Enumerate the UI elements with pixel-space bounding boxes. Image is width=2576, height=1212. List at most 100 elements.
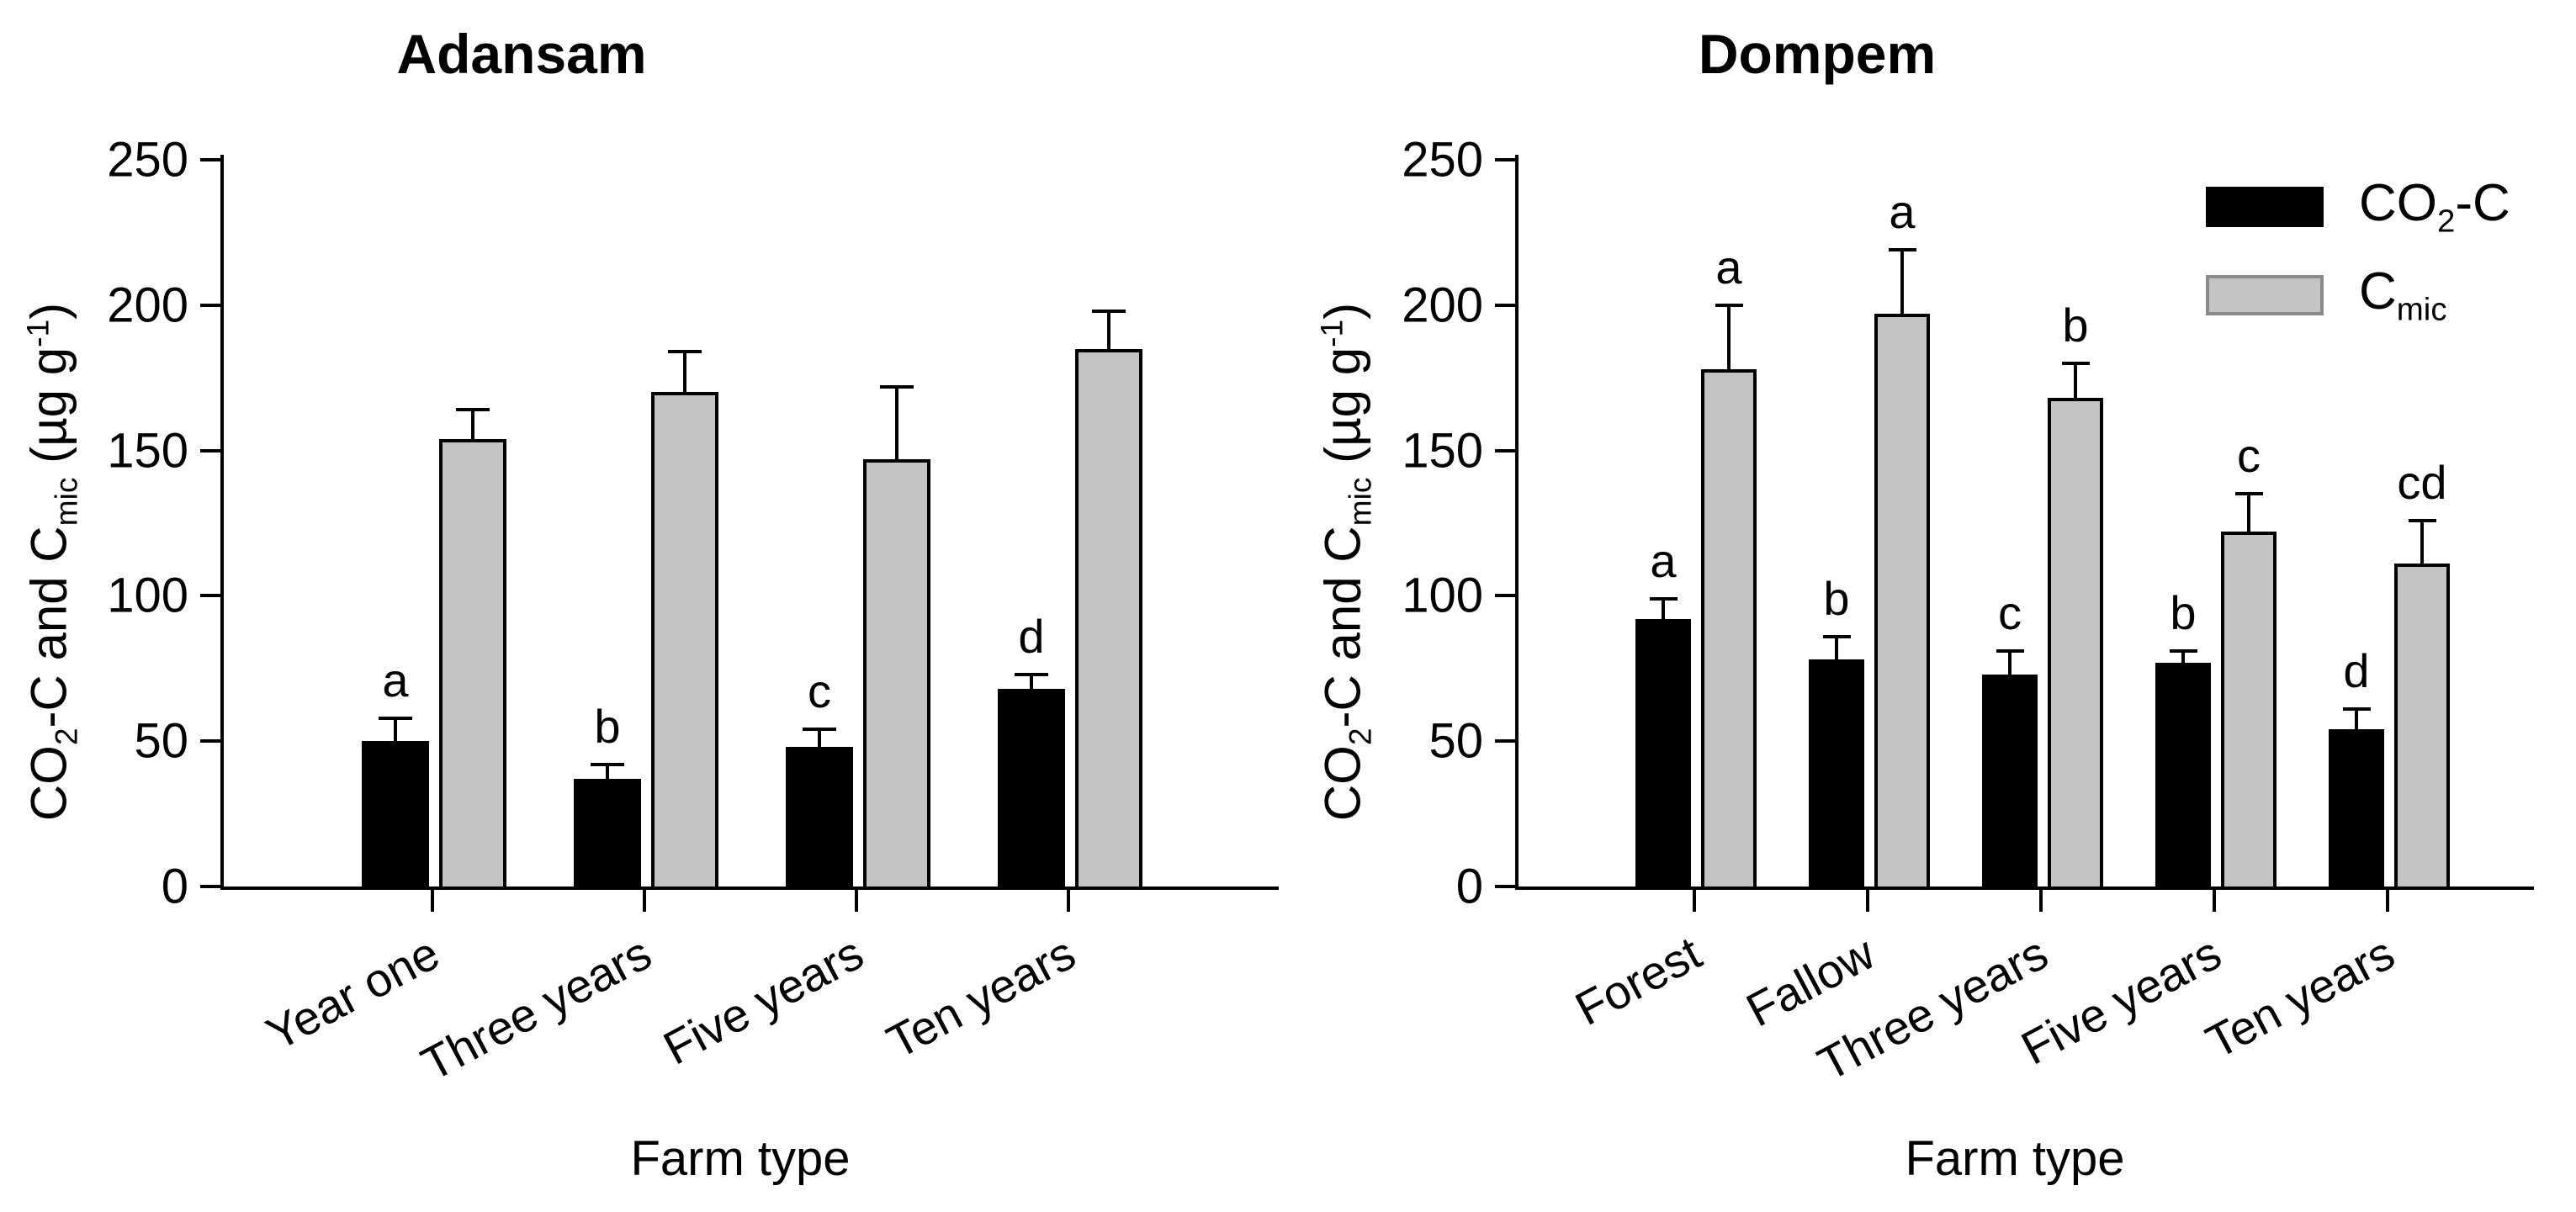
significance-letter: b (1823, 571, 1850, 625)
x-tick (431, 890, 434, 912)
x-tick (1866, 890, 1869, 912)
cmic-bar (1874, 314, 1930, 890)
error-bar-cap (379, 716, 412, 720)
error-bar-line (2355, 709, 2358, 730)
legend-item-co2c: CO2-C (2206, 173, 2510, 240)
y-tick (1495, 448, 1519, 453)
error-bar-line (1107, 310, 1110, 349)
error-bar-line (2181, 651, 2185, 663)
x-axis-label-right: Farm type (1905, 1131, 2125, 1186)
legend-sub: 2 (2437, 203, 2456, 240)
x-axis-line (220, 887, 1279, 890)
error-bar-line (1727, 304, 1731, 369)
y-tick-label: 50 (134, 713, 188, 769)
co2c-bar (786, 747, 853, 890)
y-tick (200, 594, 224, 598)
significance-letter: c (1998, 586, 2022, 640)
y-tick-label: 200 (107, 278, 188, 333)
co2c-bar (2329, 729, 2384, 890)
legend-label-cmic: Cmic (2359, 262, 2447, 328)
panel-title-dompem: Dompem (1698, 23, 1937, 85)
cmic-bar (2048, 398, 2103, 890)
co2c-bar (574, 779, 641, 890)
cmic-bar (1701, 368, 1757, 890)
error-bar-cap (2342, 707, 2371, 712)
co2c-bar (998, 688, 1065, 890)
x-tick (2386, 890, 2389, 912)
y-tick-label: 150 (1402, 423, 1483, 479)
y-tick-label: 50 (1428, 713, 1483, 769)
ylabel-text: -C and C (20, 526, 77, 728)
error-bar-line (683, 352, 686, 393)
error-bar-line (1900, 250, 1904, 315)
co2c-bar (362, 741, 429, 890)
error-bar-line (2074, 363, 2077, 399)
significance-letter: c (808, 664, 831, 718)
error-bar-line (1030, 674, 1033, 689)
legend-text: C (2359, 262, 2397, 321)
significance-letter: d (2343, 644, 2370, 698)
x-tick (1693, 890, 1696, 912)
significance-letter: cd (2397, 455, 2447, 509)
ylabel-sub2: 2 (1342, 728, 1378, 746)
y-tick-label: 0 (161, 859, 188, 914)
error-bar-line (895, 386, 898, 459)
cmic-bar (1075, 348, 1142, 890)
error-bar-line (606, 764, 609, 780)
x-tick (643, 890, 646, 912)
significance-letter: a (382, 653, 409, 707)
y-tick-label: 0 (1455, 859, 1483, 914)
y-tick (1495, 739, 1519, 744)
error-bar-cap (880, 384, 914, 389)
y-tick-label: 100 (107, 568, 188, 623)
error-bar-line (2008, 651, 2012, 675)
error-bar-cap (591, 762, 624, 766)
y-tick-label: 250 (1402, 132, 1483, 188)
category-label: Forest (1566, 925, 1710, 1036)
y-tick (200, 448, 224, 453)
error-bar-cap (1649, 596, 1678, 601)
panel-title-adansam: Adansam (396, 23, 647, 85)
error-bar-cap (1015, 672, 1048, 676)
co2c-bar (1809, 659, 1864, 890)
category-label: Ten years (878, 925, 1084, 1069)
legend-swatch-cmic (2206, 275, 2324, 316)
y-axis-label-right: CO2-C and Cmic (µg g-1) (1314, 303, 1379, 821)
x-tick (855, 890, 858, 912)
legend-label-co2c: CO2-C (2359, 173, 2510, 240)
ylabel-submic: mic (48, 477, 84, 527)
error-bar-cap (2234, 492, 2263, 496)
y-tick (200, 158, 224, 161)
x-tick (1067, 890, 1070, 912)
ylabel-sup: -1 (19, 319, 56, 347)
ylabel-text: CO (1314, 745, 1371, 822)
y-tick-label: 200 (1402, 278, 1483, 333)
y-axis-line (220, 155, 224, 890)
error-bar-line (394, 717, 397, 742)
category-label: Ten years (2197, 925, 2404, 1069)
ylabel-text: CO (20, 745, 77, 822)
significance-letter: c (2237, 429, 2261, 483)
error-bar-cap (1996, 649, 2024, 654)
error-bar-line (2247, 494, 2250, 532)
error-bar-cap (2169, 649, 2197, 654)
category-label: Five years (2012, 925, 2230, 1075)
cmic-bar (439, 438, 506, 890)
error-bar-line (1835, 636, 1838, 660)
y-tick-label: 150 (107, 423, 188, 479)
error-bar-cap (1888, 248, 1916, 252)
y-tick (200, 885, 224, 888)
y-tick (1495, 158, 1519, 161)
error-bar-cap (803, 728, 836, 732)
y-axis-line (1515, 155, 1519, 890)
legend-item-cmic: Cmic (2206, 262, 2510, 328)
legend-text: -C (2455, 174, 2510, 232)
category-label: Five years (655, 925, 872, 1075)
y-tick (1495, 885, 1519, 888)
cmic-bar (651, 392, 718, 890)
cmic-bar (863, 458, 930, 890)
legend-sub: mic (2396, 291, 2447, 328)
error-bar-line (471, 410, 474, 439)
ylabel-text: ) (20, 302, 77, 320)
cmic-bar (2394, 564, 2450, 890)
